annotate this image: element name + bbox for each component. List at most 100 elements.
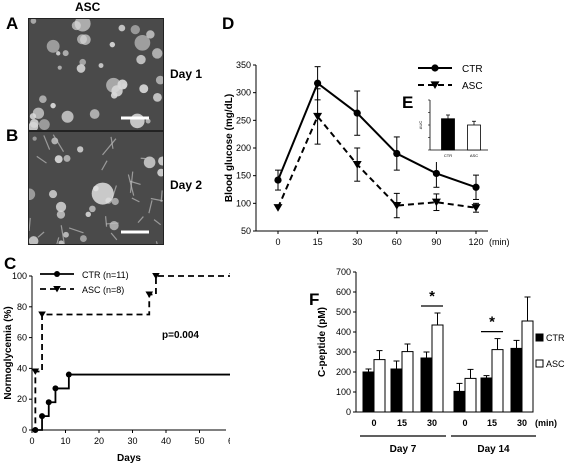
cell-cluster [61, 110, 74, 123]
y-tick-label: 700 [336, 267, 351, 277]
y-tick-label: 300 [236, 88, 251, 98]
cell-cluster [57, 65, 62, 70]
data-point [39, 413, 46, 420]
legend-marker [430, 81, 440, 90]
cell-cluster [130, 24, 140, 35]
cell-cluster [111, 197, 119, 206]
data-point [38, 311, 46, 318]
x-tick-label: 15 [487, 418, 497, 428]
x-tick-label: 30 [427, 418, 437, 428]
micrograph-day1 [28, 18, 164, 131]
spindle-cell [150, 197, 163, 202]
cell-cluster [48, 190, 58, 199]
p-value-annotation: p=0.004 [162, 330, 199, 341]
bar-asc [401, 351, 414, 413]
y-tick-label: 200 [336, 367, 351, 377]
data-point [52, 385, 59, 392]
x-tick-label: 20 [94, 436, 104, 446]
group-label: Day 7 [390, 444, 417, 455]
cell-cluster [55, 201, 67, 213]
series-line-ctr [277, 81, 477, 189]
spindle-cell [68, 227, 84, 234]
spindle-cell [60, 225, 65, 244]
cell-cluster [30, 19, 37, 24]
cell-cluster [109, 41, 116, 48]
x-tick-label: ASC [470, 153, 478, 158]
data-point [432, 169, 440, 178]
bar-ctr [362, 371, 375, 413]
legend-label: ASC (n=8) [82, 285, 124, 295]
legend-label: CTR [546, 333, 565, 343]
data-point [393, 149, 401, 158]
x-tick-label: 30 [127, 436, 137, 446]
cell-cluster [76, 64, 86, 73]
y-axis-label: Blood glucose (mg/dL) [224, 94, 235, 202]
data-point [152, 272, 160, 280]
spindle-cell [52, 134, 65, 152]
cell-cluster [32, 136, 37, 141]
y-axis-label: C-peptide (pM) [317, 307, 328, 377]
cell-cluster [63, 154, 71, 162]
spindle-cell [153, 219, 161, 226]
data-point [313, 112, 323, 121]
cell-cluster [91, 182, 114, 205]
legend-label: ASC [546, 359, 565, 369]
y-tick-label: 0 [346, 407, 351, 417]
y-tick-label: 80 [17, 302, 27, 312]
data-point [392, 201, 402, 210]
bar-ctr [390, 368, 403, 413]
series-line-asc [277, 114, 477, 209]
spindle-cell [37, 231, 45, 238]
spindle-cell [102, 138, 117, 156]
y-axis-label: AUC [418, 121, 423, 130]
data-point [65, 371, 72, 378]
y-tick-label: 250 [236, 115, 251, 125]
cell-cluster [39, 95, 47, 104]
cell-cluster [146, 30, 155, 39]
y-tick-label: 0 [22, 425, 27, 435]
spindle-cell [148, 200, 153, 214]
bar-ctr [420, 357, 433, 413]
cell-cluster [62, 50, 69, 57]
x-axis-label: Days [117, 453, 141, 464]
cell-cluster [136, 54, 146, 65]
cell-cluster [145, 118, 151, 124]
y-tick-label: 60 [17, 333, 27, 343]
y-tick-label: 20 [17, 394, 27, 404]
cell-cluster [134, 34, 151, 51]
spindle-cell [129, 180, 141, 186]
cell-cluster [29, 121, 39, 130]
cell-cluster [118, 24, 126, 32]
x-tick-label: 15 [313, 237, 323, 247]
cell-cluster [79, 58, 86, 66]
y-tick-label: 600 [336, 287, 351, 297]
micrograph-header: ASC [75, 0, 101, 14]
spindle-cell [140, 157, 155, 160]
cell-cluster [130, 113, 145, 129]
data-point [471, 204, 481, 212]
cell-cluster [71, 20, 81, 31]
legend-marker [431, 64, 439, 72]
bar-asc [373, 359, 386, 413]
bar-asc [491, 349, 504, 413]
x-tick-label: 60 [228, 436, 230, 446]
legend-label: ASC [462, 81, 483, 92]
cell-cluster [155, 75, 163, 85]
cell-cluster [98, 63, 104, 68]
data-point [431, 198, 441, 207]
data-point [352, 161, 362, 169]
y-tick-label: 500 [336, 307, 351, 317]
micrograph-day1-label: Day 1 [170, 67, 203, 81]
y-tick-label: 300 [336, 347, 351, 357]
micrograph-day2-label: Day 2 [170, 178, 203, 192]
spindle-cell [131, 197, 140, 203]
legend-label: CTR (n=11) [82, 270, 129, 280]
data-point [45, 399, 52, 406]
x-tick-label: 60 [392, 237, 402, 247]
cell-cluster [109, 221, 119, 231]
chart-c-normoglycemia: 0 20 40 60 80 100 0 10 20 30 40 50 60 Days Normoglycem… [3, 270, 230, 464]
cell-cluster [29, 188, 36, 201]
micrograph-day2 [28, 131, 164, 245]
cell-cluster [56, 51, 61, 56]
